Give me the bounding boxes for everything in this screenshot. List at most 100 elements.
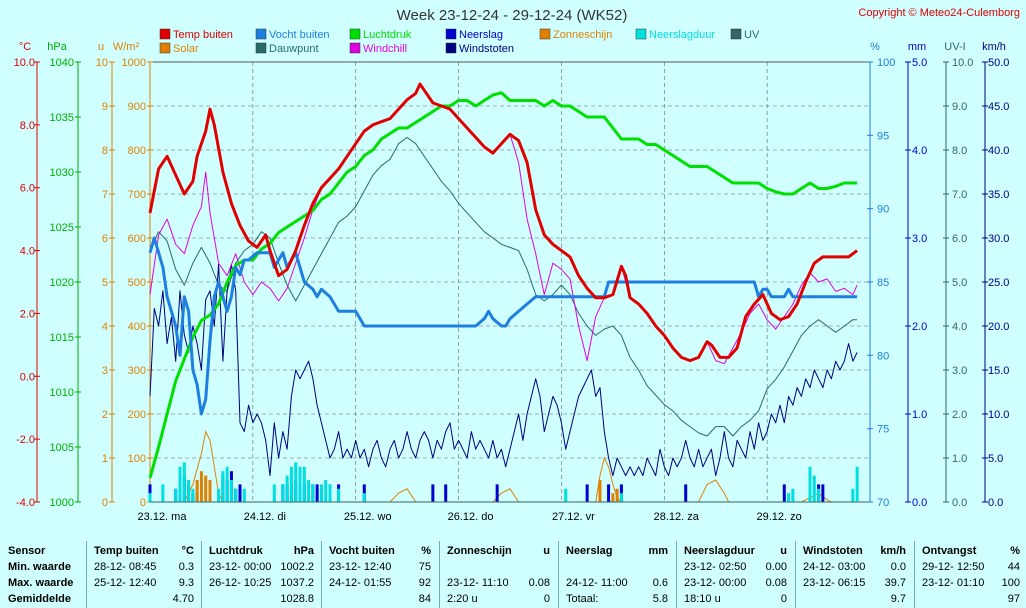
rainduration-bar — [174, 488, 178, 502]
rainduration-bar — [324, 480, 328, 502]
stats-row-label-text: Max. waarde — [8, 577, 74, 589]
x-axis-label: 26.12. do — [448, 511, 494, 523]
axis-tick-label-wind: 35.0 — [988, 189, 1009, 201]
stats-column-header: Windstoten km/h — [799, 543, 912, 559]
stats-column-name: Windstoten — [803, 545, 863, 557]
rainduration-bar — [302, 466, 306, 502]
stats-column: Luchtdruk hPa 23-12- 00:00 1002.2 26-12- 10:… — [205, 541, 320, 608]
axis-tick-label-pressure: 1000 — [50, 497, 74, 509]
legend-swatch — [255, 28, 267, 40]
axis-tick-label-temp: -4.0 — [16, 497, 35, 509]
rainduration-bar — [808, 466, 812, 502]
rainduration-bar — [855, 466, 859, 502]
stats-column-name: Luchtdruk — [209, 545, 263, 557]
axis-tick-label-uv: 6.0 — [952, 233, 967, 245]
sunshine-bar — [598, 480, 602, 502]
rainduration-bar — [787, 493, 791, 502]
statistics-table: Sensor Min. waarde Max. waarde Gemiddelde Te… — [0, 541, 1026, 608]
axis-tick-label-humidity: 70 — [877, 497, 889, 509]
axis-tick-label-solar: 700 — [128, 189, 146, 201]
stats-cell-row: 29-12- 12:50 44 — [918, 559, 1026, 575]
copyright: Copyright © Meteo24-Culemborg — [858, 7, 1020, 19]
stats-cell-value: 44 — [1007, 561, 1020, 573]
axis-tick-label-uv: 8.0 — [952, 145, 967, 157]
axis-tick-label-sun: 10 — [96, 57, 108, 69]
legend-swatch — [539, 28, 551, 40]
axis-tick-label-solar: 900 — [128, 101, 146, 113]
legend-label: Luchtdruk — [363, 29, 412, 41]
legend-swatch — [730, 28, 742, 40]
stats-column-unit: mm — [648, 545, 668, 557]
axis-tick-label-wind: 45.0 — [988, 101, 1009, 113]
axis-tick-label-temp: 8.0 — [20, 120, 35, 132]
stats-cell-time: 24-12- 03:00 — [803, 561, 866, 573]
axis-unit-sun: u — [98, 41, 104, 53]
stats-column-unit: °C — [181, 545, 194, 557]
legend-label: Dauwpunt — [269, 43, 319, 55]
rain-bar — [585, 484, 589, 502]
stats-column: Windstoten km/h 24-12- 03:00 0.0 23-12- 06:1… — [799, 541, 912, 608]
stats-cell-row: 23-12- 12:40 75 — [325, 559, 437, 575]
axis-tick-label-pressure: 1005 — [50, 442, 74, 454]
axis-tick-label-temp: -2.0 — [16, 434, 35, 446]
stats-cell-time: 26-12- 10:25 — [209, 577, 272, 589]
stats-row-label: Max. waarde — [8, 575, 88, 591]
stats-cell-value: 5.8 — [652, 593, 668, 605]
axis-tick-label-humidity: 85 — [877, 277, 889, 289]
axis-unit-temp: °C — [19, 41, 31, 53]
rain-bar — [444, 484, 448, 502]
axis-tick-label-uv: 2.0 — [952, 409, 967, 421]
axis-tick-label-rain: 2.0 — [912, 321, 927, 333]
rain-bar — [684, 484, 688, 502]
stats-cell-value: 0.6 — [652, 577, 668, 589]
stats-cell-row: 84 — [325, 591, 437, 607]
weather-chart: Week 23-12-24 - 29-12-24 (WK52) Copyrigh… — [14, 7, 1020, 523]
legend-label: Windstoten — [459, 43, 514, 55]
axis-tick-label-humidity: 100 — [877, 57, 895, 69]
rainduration-bar — [289, 466, 293, 502]
axis-tick-label-wind: 5.0 — [988, 453, 1003, 465]
stats-cell-row: 2:20 u 0 — [443, 591, 556, 607]
stats-cell-row: 23-12- 00:00 0.08 — [680, 575, 793, 591]
axis-tick-label-pressure: 1010 — [50, 387, 74, 399]
axis-tick-label-pressure: 1025 — [50, 222, 74, 234]
stats-row-label-text: Gemiddelde — [8, 593, 71, 605]
rainduration-bar — [328, 484, 332, 502]
stats-column-header: Zonneschijn u — [443, 543, 556, 559]
axis-tick-label-sun: 2 — [102, 409, 108, 421]
stats-separator — [914, 541, 915, 608]
axis-tick-label-solar: 300 — [128, 365, 146, 377]
axis-tick-label-temp: 0.0 — [20, 371, 35, 383]
stats-cell-value: 97 — [1007, 593, 1020, 605]
series-line-windstoten — [149, 263, 858, 477]
stats-column-header: Vocht buiten% — [325, 543, 437, 559]
rainduration-bar — [178, 466, 182, 502]
stats-column-name: Vocht buiten — [329, 545, 395, 557]
sunshine-bar — [611, 493, 615, 502]
rainduration-bar — [619, 493, 623, 502]
axis-tick-label-wind: 10.0 — [988, 409, 1009, 421]
stats-cell-time: 2:20 u — [447, 593, 478, 605]
stats-cell-time: 23-12- 01:10 — [922, 577, 985, 589]
x-axis-labels: 23.12. ma 24.12. di 25.12. wo 26.12. do 27.1… — [138, 511, 802, 523]
rainduration-bar — [791, 488, 795, 502]
axis-tick-label-uv: 1.0 — [952, 453, 967, 465]
stats-cell-value: 75 — [418, 561, 431, 573]
rainduration-bar — [564, 488, 568, 502]
stats-cell-value: 39.7 — [884, 577, 906, 589]
rainduration-bar — [221, 471, 225, 502]
axis-tick-label-sun: 1 — [102, 453, 108, 465]
sunshine-bar — [208, 480, 212, 502]
rainduration-bar — [272, 484, 276, 502]
stats-row-label-text: Min. waarde — [8, 561, 71, 573]
rain-bar — [495, 484, 499, 502]
stats-column-name: Temp buiten — [94, 545, 159, 557]
rainduration-bar — [225, 466, 229, 502]
stats-cell-row: 97 — [918, 591, 1026, 607]
stats-cell-time: 23-12- 02:50 — [684, 561, 747, 573]
sunshine-bar — [199, 471, 203, 502]
stats-cell-value: 1028.8 — [280, 593, 314, 605]
axis-tick-label-uv: 4.0 — [952, 321, 967, 333]
stats-row-label: Gemiddelde — [8, 591, 88, 607]
stats-cell-row: 28-12- 08:45 0.3 — [90, 559, 200, 575]
